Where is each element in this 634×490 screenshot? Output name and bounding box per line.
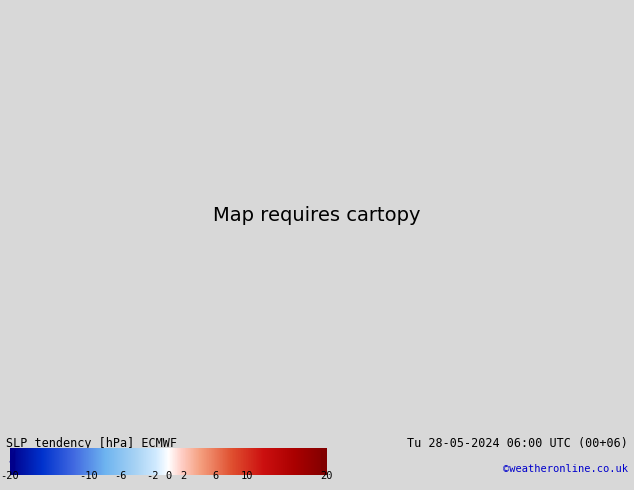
- Polygon shape: [321, 448, 327, 475]
- Polygon shape: [10, 448, 15, 475]
- Text: 0: 0: [165, 471, 171, 481]
- Text: 20: 20: [320, 471, 333, 481]
- Text: SLP tendency [hPa] ECMWF: SLP tendency [hPa] ECMWF: [6, 437, 178, 450]
- Text: -2: -2: [146, 471, 158, 481]
- Text: -10: -10: [79, 471, 98, 481]
- Text: 10: 10: [241, 471, 254, 481]
- Text: Tu 28-05-2024 06:00 UTC (00+06): Tu 28-05-2024 06:00 UTC (00+06): [407, 437, 628, 450]
- Text: 2: 2: [181, 471, 187, 481]
- Text: 6: 6: [212, 471, 219, 481]
- Text: Map requires cartopy: Map requires cartopy: [213, 206, 421, 225]
- Text: -6: -6: [114, 471, 127, 481]
- Text: -20: -20: [0, 471, 19, 481]
- Text: ©weatheronline.co.uk: ©weatheronline.co.uk: [503, 465, 628, 474]
